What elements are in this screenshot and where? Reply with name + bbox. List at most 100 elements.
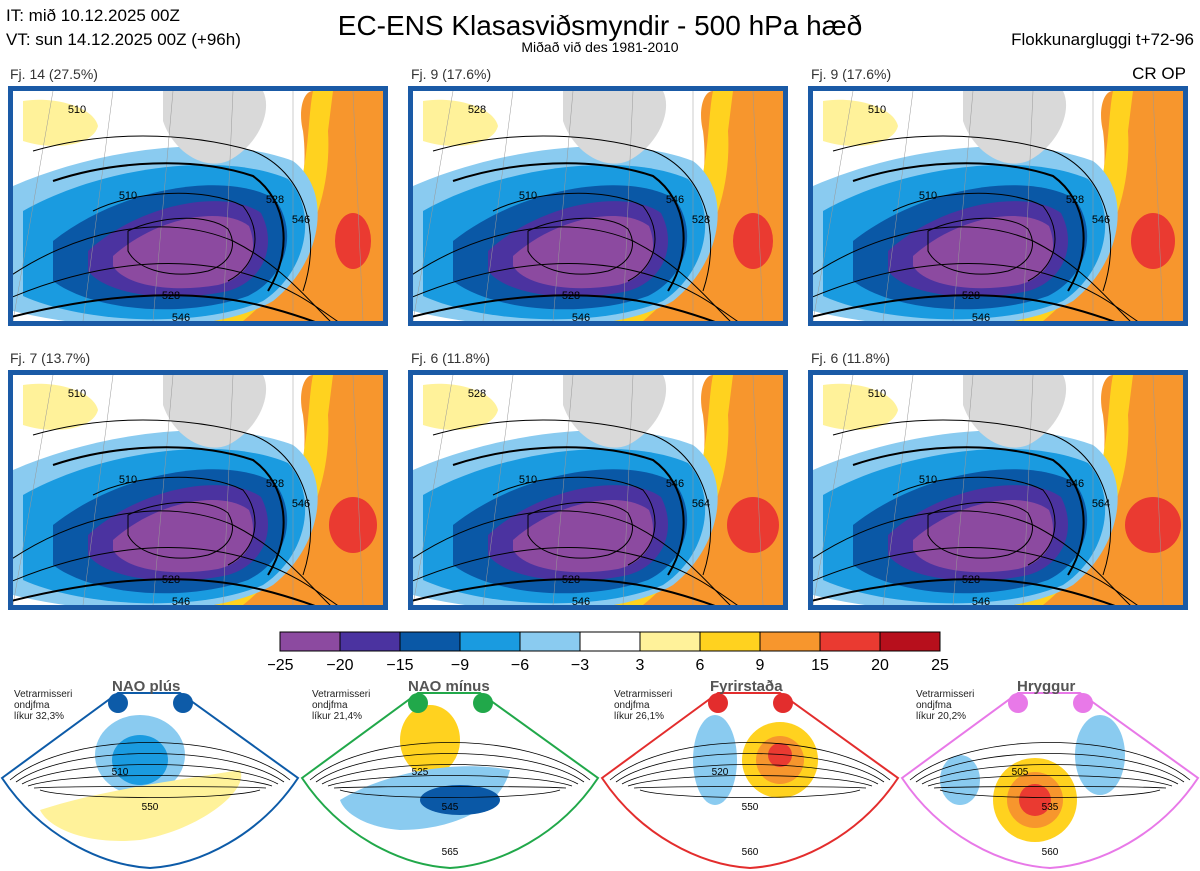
classification-window: Flokkunargluggi t+72-96 <box>1011 30 1194 49</box>
height-contour <box>813 510 1131 605</box>
height-contour <box>492 192 656 282</box>
regime-contour-label: 545 <box>442 802 459 813</box>
land-greenland <box>163 375 267 448</box>
regime-contour-label: 505 <box>1012 767 1029 778</box>
contour-label: 510 <box>119 474 137 486</box>
regime-meta: Vetrarmisseri ondjfma líkur 21,4% <box>312 689 370 722</box>
panel-label-6: Fj. 6 (11.8%) <box>811 350 891 366</box>
meridian-line <box>752 375 764 605</box>
warm-anomaly-red <box>1131 213 1175 269</box>
height-contour <box>413 226 731 321</box>
regime-marker-dot <box>1008 693 1028 713</box>
contour-label: 528 <box>266 478 284 490</box>
regime-anomaly <box>40 770 242 841</box>
land-greenland <box>163 91 267 164</box>
height-contour <box>52 162 285 292</box>
height-contour <box>452 162 685 292</box>
meridian-line <box>552 91 574 321</box>
contour-label: 564 <box>1092 498 1110 510</box>
regime-meta-line: líkur 32,3% <box>14 711 65 722</box>
contour-label: 546 <box>972 312 990 321</box>
contour-label: 546 <box>1092 214 1110 226</box>
regime-contour-label: 535 <box>1042 802 1059 813</box>
regime-meta-line: líkur 20,2% <box>916 711 967 722</box>
regime-contour-label: 510 <box>112 767 129 778</box>
height-contour <box>92 192 256 282</box>
meridian-line <box>222 91 234 321</box>
regime-nao-minus: 525 545 565 Vetrarmisseri ondjfma líkur 21… <box>300 678 600 871</box>
meridian-line <box>1152 91 1164 321</box>
contour-label: 510 <box>919 190 937 202</box>
contour-label: 510 <box>868 104 886 116</box>
contour-label: 510 <box>519 474 537 486</box>
meridian-line <box>482 91 514 321</box>
regime-title: NAO mínus <box>408 678 490 695</box>
meridian-line <box>813 91 854 321</box>
contour-label: 546 <box>572 312 590 321</box>
height-contour <box>432 135 712 292</box>
colorbar-tick-label: 6 <box>696 657 705 674</box>
contour-label: 528 <box>468 388 486 400</box>
meridian-line <box>622 375 634 605</box>
contour-label: 510 <box>919 474 937 486</box>
height-contour <box>413 547 738 605</box>
cold-anomaly-band-5 <box>113 500 254 573</box>
height-contour <box>13 510 331 605</box>
land-greenland <box>963 91 1067 164</box>
land-greenland <box>963 375 1067 448</box>
regime-contour <box>909 742 1191 781</box>
regime-ridge: 505 535 560 Vetrarmisseri ondjfma líkur 20… <box>900 678 1200 871</box>
regime-contour <box>9 742 291 781</box>
regime-meta: Vetrarmisseri ondjfma líkur 26,1% <box>614 689 672 722</box>
height-contour <box>92 476 256 566</box>
meridian-line <box>152 91 174 321</box>
regime-contour-label: 525 <box>412 767 429 778</box>
contour-label: 546 <box>1066 478 1084 490</box>
height-contour <box>813 294 1116 321</box>
regime-marker-dot <box>773 693 793 713</box>
height-contour <box>813 547 1138 605</box>
regime-marker-dot <box>108 693 128 713</box>
regime-meta-line: ondjfma <box>14 700 50 711</box>
regime-anomaly <box>420 785 500 815</box>
regime-nao-plus: 510 550 Vetrarmisseri ondjfma líkur 32,3%… <box>0 678 300 871</box>
meridian-line <box>82 375 114 605</box>
contour-label: 546 <box>572 596 590 605</box>
contour-label: 546 <box>292 498 310 510</box>
regime-meta-line: Vetrarmisseri <box>916 689 975 700</box>
meridian-line <box>352 375 364 605</box>
regime-meta-line: Vetrarmisseri <box>312 689 371 700</box>
valid-time: VT: sun 14.12.2025 00Z (+96h) <box>6 30 241 49</box>
warm-anomaly-red <box>329 497 377 553</box>
panel-label-3: Fj. 9 (17.6%) <box>811 66 892 82</box>
regime-blocking: 520 550 560 Vetrarmisseri ondjfma líkur 26… <box>600 678 900 871</box>
height-contour <box>813 578 1116 605</box>
regime-anomaly <box>768 743 792 767</box>
meridian-line <box>813 375 854 605</box>
height-contour <box>413 263 738 321</box>
height-contour <box>52 446 285 576</box>
page-subtitle: Miðað við des 1981-2010 <box>521 39 679 55</box>
regime-title: Hryggur <box>1017 678 1076 695</box>
height-contour <box>452 446 685 576</box>
meridian-line <box>552 375 574 605</box>
regime-contour <box>633 786 867 789</box>
height-contour <box>413 510 731 605</box>
regime-meta-line: Vetrarmisseri <box>614 689 673 700</box>
contour-label: 564 <box>692 498 710 510</box>
height-contour <box>527 217 633 275</box>
height-contour <box>13 226 331 321</box>
colorbar-tick-label: −20 <box>326 657 353 674</box>
regime-meta: Vetrarmisseri ondjfma líkur 32,3% <box>14 689 72 722</box>
meridian-line <box>1152 375 1164 605</box>
cr-op-label: CR OP <box>1132 64 1186 83</box>
warm-anomaly-patch <box>423 99 498 146</box>
contour-label: 510 <box>68 388 86 400</box>
height-contour <box>927 217 1033 275</box>
regime-anomaly <box>1075 715 1125 795</box>
meridian-line <box>13 91 54 321</box>
regime-contour <box>939 789 1161 798</box>
regime-contour <box>615 753 885 783</box>
height-contour <box>127 501 233 559</box>
